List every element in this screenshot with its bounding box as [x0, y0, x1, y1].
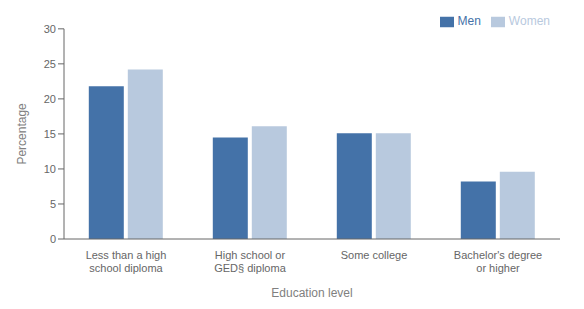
svg-text:20: 20: [44, 93, 56, 105]
html-text:Men: Men: [457, 14, 481, 28]
html-text:Women: Women: [508, 14, 550, 28]
svg-text:Education level: Education level: [271, 286, 352, 300]
svg-text:10: 10: [44, 163, 56, 175]
svg-text:Percentage: Percentage: [15, 103, 29, 165]
svg-text:Some college: Some college: [341, 249, 408, 261]
svg-text:High school orGED§ diploma: High school orGED§ diploma: [214, 249, 286, 274]
svg-text:30: 30: [44, 23, 56, 35]
svg-text:Less than a highschool diploma: Less than a highschool diploma: [86, 249, 167, 274]
svg-text:15: 15: [44, 128, 56, 140]
svg-text:25: 25: [44, 58, 56, 70]
svg-text:Bachelor's degreeor higher: Bachelor's degreeor higher: [454, 249, 542, 274]
svg-text:5: 5: [50, 198, 56, 210]
svg-text:0: 0: [50, 233, 56, 245]
